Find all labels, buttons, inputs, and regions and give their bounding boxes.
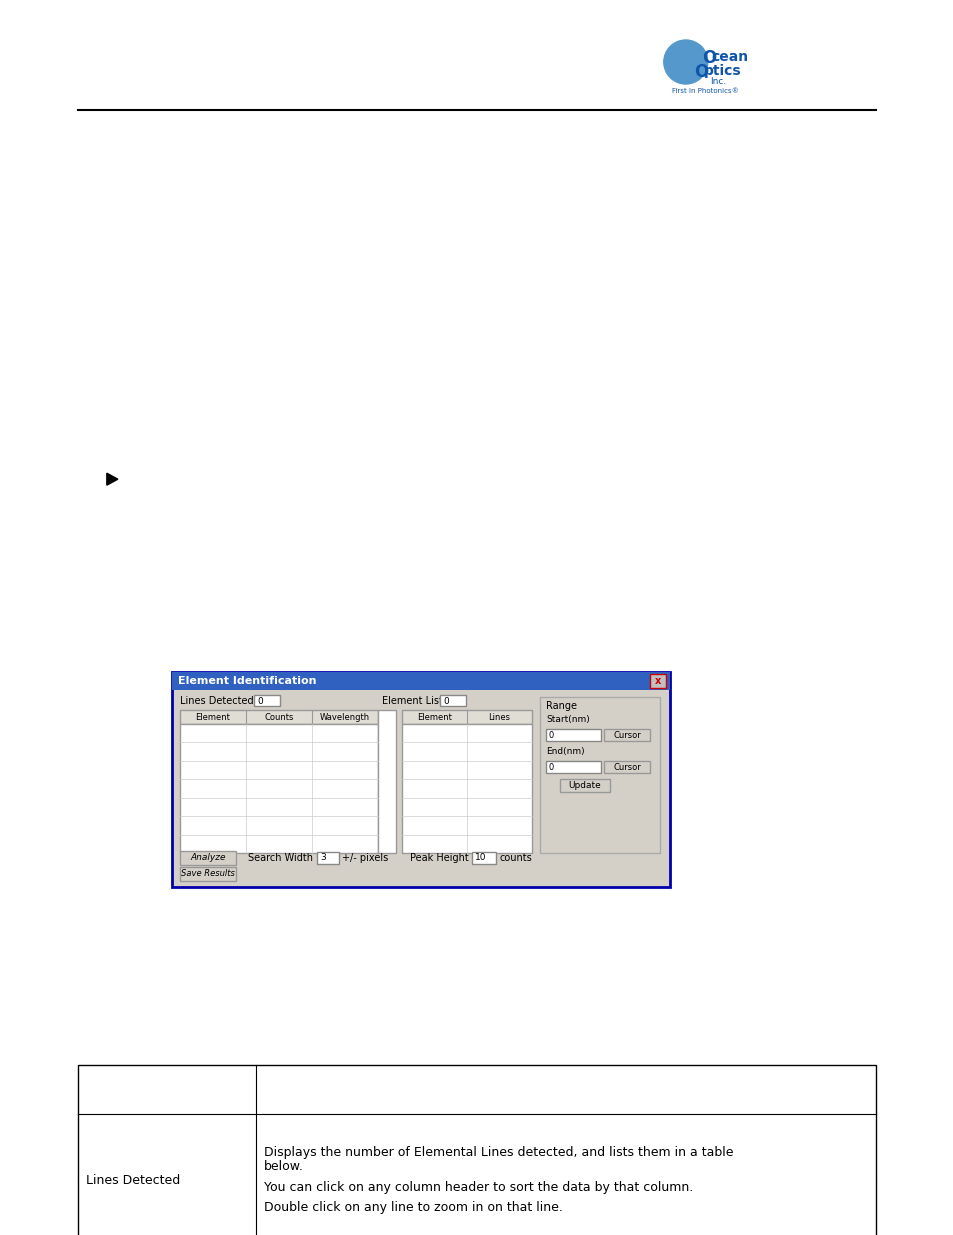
Bar (401, 710, 532, 724)
Text: +/- pixels: +/- pixels (341, 853, 388, 863)
Bar (539, 697, 659, 853)
Text: Wavelength: Wavelength (319, 713, 370, 721)
Text: 0: 0 (548, 762, 554, 772)
Text: You can click on any column header to sort the data by that column.: You can click on any column header to so… (263, 1181, 692, 1194)
Text: 3: 3 (319, 853, 325, 862)
Text: Inc.: Inc. (709, 77, 725, 86)
Text: Lines Detected: Lines Detected (180, 697, 253, 706)
Text: Search Width: Search Width (248, 853, 313, 863)
Text: Start(nm): Start(nm) (545, 715, 589, 724)
Bar (559, 779, 609, 792)
Text: Analyze: Analyze (190, 853, 226, 862)
Circle shape (663, 40, 707, 84)
Text: Update: Update (568, 781, 600, 789)
Text: Element List: Element List (381, 697, 442, 706)
Text: 0: 0 (442, 697, 448, 705)
Text: Element Identification: Element Identification (178, 676, 316, 685)
Bar (180, 710, 377, 724)
Text: Cursor: Cursor (613, 762, 640, 772)
Text: Lines Detected: Lines Detected (86, 1174, 180, 1187)
Bar (439, 695, 465, 706)
Bar (401, 724, 532, 853)
Text: Peak Height: Peak Height (410, 853, 468, 863)
Text: O: O (701, 49, 716, 67)
Bar (603, 761, 649, 773)
Text: First in Photonics®: First in Photonics® (671, 88, 738, 94)
Text: 10: 10 (475, 853, 486, 862)
Bar (545, 761, 600, 773)
Bar (377, 710, 395, 853)
Text: Element: Element (195, 713, 231, 721)
Polygon shape (107, 473, 118, 485)
Bar (78, 1065, 875, 1235)
Text: Displays the number of Elemental Lines detected, and lists them in a table: Displays the number of Elemental Lines d… (263, 1146, 733, 1158)
Text: cean: cean (711, 49, 748, 64)
Text: Save Results: Save Results (181, 869, 234, 878)
Bar (172, 672, 669, 887)
Bar (172, 672, 669, 690)
Bar (603, 729, 649, 741)
Text: O: O (693, 63, 707, 82)
Bar (472, 852, 496, 864)
Text: Range: Range (545, 701, 577, 711)
Text: ptics: ptics (703, 64, 740, 78)
Text: Counts: Counts (264, 713, 294, 721)
Bar (649, 674, 665, 688)
Bar (545, 729, 600, 741)
Text: Lines: Lines (488, 713, 510, 721)
Text: 0: 0 (256, 697, 262, 705)
Text: End(nm): End(nm) (545, 747, 584, 756)
Text: Cursor: Cursor (613, 730, 640, 740)
Bar (180, 867, 235, 881)
Text: Element: Element (416, 713, 452, 721)
Text: counts: counts (499, 853, 532, 863)
Bar (316, 852, 338, 864)
Bar (180, 724, 377, 853)
Bar (180, 851, 235, 864)
Bar (253, 695, 280, 706)
Text: below.: below. (263, 1160, 303, 1173)
Text: 0: 0 (548, 730, 554, 740)
Text: Double click on any line to zoom in on that line.: Double click on any line to zoom in on t… (263, 1202, 562, 1214)
Text: x: x (654, 676, 660, 685)
